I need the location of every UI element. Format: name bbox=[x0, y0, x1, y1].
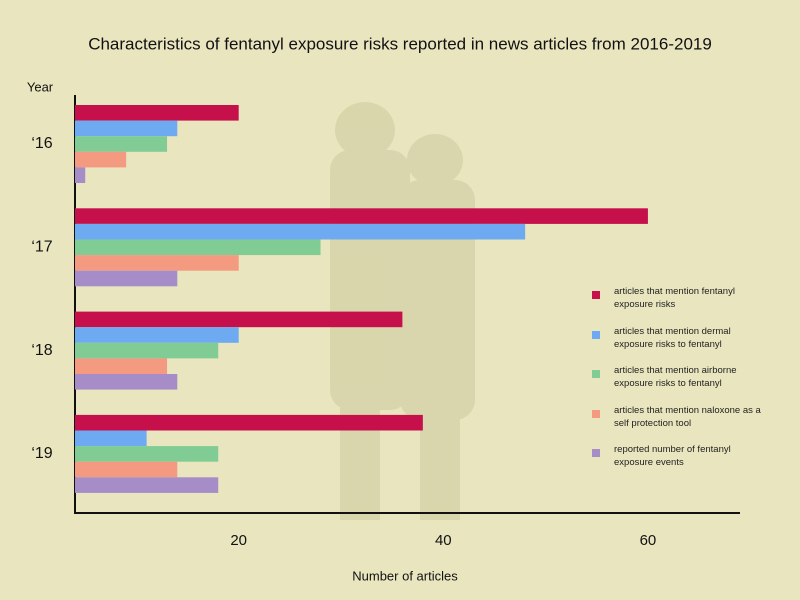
x-tick-label: 20 bbox=[230, 532, 247, 549]
legend-label: articles that mention airborne exposure … bbox=[614, 365, 737, 389]
bar bbox=[75, 477, 219, 493]
legend-label: articles that mention naloxone as a self… bbox=[614, 404, 761, 429]
x-tick-label: 40 bbox=[435, 532, 452, 549]
background-figure bbox=[330, 102, 475, 520]
legend: articles that mention fentanyl exposure … bbox=[590, 285, 770, 483]
bar bbox=[75, 223, 526, 240]
y-tick-label: ‘19 bbox=[31, 445, 52, 462]
legend-swatch bbox=[592, 409, 600, 418]
legend-swatch bbox=[592, 291, 600, 299]
legend-swatch bbox=[592, 449, 600, 457]
bar bbox=[75, 120, 178, 137]
chart-title: Characteristics of fentanyl exposure ris… bbox=[88, 34, 712, 53]
bar bbox=[75, 358, 168, 374]
bar bbox=[75, 327, 239, 343]
y-tick-label: ‘16 bbox=[31, 135, 52, 152]
legend-item: reported number of fentanyl exposure eve… bbox=[590, 443, 770, 483]
bar bbox=[75, 239, 321, 256]
legend-label: reported number of fentanyl exposure eve… bbox=[614, 444, 731, 468]
y-tick-label: ‘18 bbox=[31, 342, 52, 359]
x-tick-label: 60 bbox=[640, 532, 657, 549]
bar bbox=[75, 136, 168, 152]
bar bbox=[75, 105, 239, 121]
legend-label: articles that mention dermal exposure ri… bbox=[614, 325, 731, 350]
bar bbox=[75, 270, 178, 287]
legend-swatch bbox=[592, 330, 600, 339]
bar bbox=[75, 151, 127, 168]
legend-item: articles that mention dermal exposure ri… bbox=[590, 325, 770, 365]
x-axis-label: Number of articles bbox=[352, 568, 458, 583]
bar bbox=[75, 208, 648, 224]
bar bbox=[75, 430, 147, 447]
bar bbox=[75, 342, 219, 359]
y-axis-label: Year bbox=[27, 79, 54, 94]
bar bbox=[75, 255, 239, 271]
legend-label: articles that mention fentanyl exposure … bbox=[614, 286, 735, 310]
bar bbox=[75, 446, 219, 462]
y-tick-label: ‘17 bbox=[31, 239, 52, 256]
legend-item: articles that mention naloxone as a self… bbox=[590, 404, 770, 444]
bar bbox=[75, 167, 86, 183]
legend-item: articles that mention airborne exposure … bbox=[590, 364, 770, 404]
bar bbox=[75, 374, 178, 390]
legend-swatch bbox=[592, 370, 600, 378]
legend-item: articles that mention fentanyl exposure … bbox=[590, 285, 770, 325]
bar bbox=[75, 414, 423, 431]
bar bbox=[75, 461, 178, 478]
bar bbox=[75, 311, 403, 328]
